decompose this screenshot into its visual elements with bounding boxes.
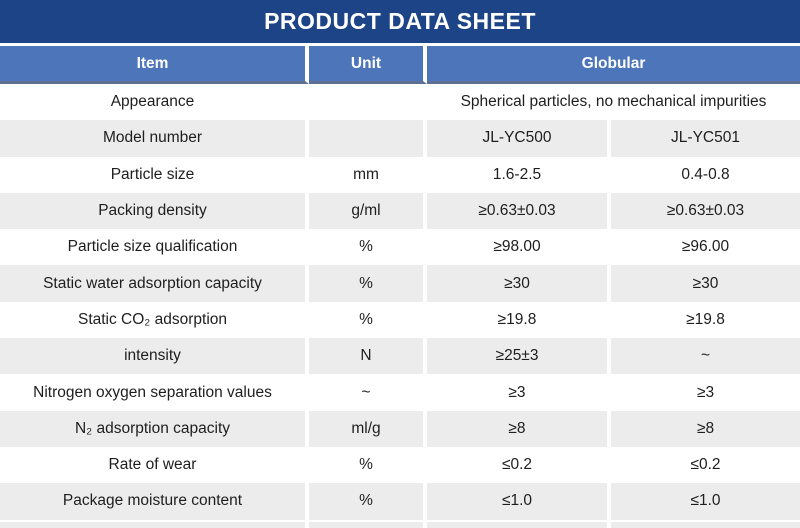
value-cell: ≥19.8 — [611, 301, 800, 339]
item-cell: Static CO₂ adsorption — [0, 301, 309, 339]
item-cell: N₂ adsorption capacity — [0, 410, 309, 447]
table-row: Static water adsorption capacity% ≥30 ≥30 — [0, 265, 800, 302]
value-cell: ≥30 — [611, 265, 800, 302]
item-cell: Particle size qualification — [0, 229, 309, 266]
item-cell: Model number — [0, 120, 309, 157]
table-row: Appearance Spherical particles, no mechan… — [0, 84, 800, 121]
value-cell: ≥30 — [427, 265, 611, 302]
unit-cell: ml/g — [309, 410, 427, 447]
page-title: PRODUCT DATA SHEET — [264, 8, 536, 34]
value-cell: ≥3 — [427, 374, 611, 411]
value-cell: ≥98.00 — [427, 229, 611, 266]
value-cell: JL-YC500 — [427, 120, 611, 157]
value-cell: ≤0.2 — [611, 446, 800, 484]
item-cell: Rate of wear — [0, 446, 309, 484]
partial-row-cutoff — [0, 521, 800, 528]
value-cell: ≤1.0 — [427, 483, 611, 520]
item-cell: Static water adsorption capacity — [0, 265, 309, 302]
item-cell: Appearance — [0, 84, 309, 121]
product-data-table: Item Unit Globular Appearance Spherical p… — [0, 46, 800, 520]
item-cell: Particle size — [0, 156, 309, 193]
unit-cell: % — [309, 483, 427, 520]
unit-cell: % — [309, 301, 427, 339]
table-row: Static CO₂ adsorption% ≥19.8 ≥19.8 — [0, 301, 800, 339]
partial-cell — [611, 521, 800, 528]
table-row: N₂ adsorption capacity ml/g ≥8 ≥8 — [0, 410, 800, 447]
item-cell: Package moisture content — [0, 483, 309, 520]
value-cell: ≤0.2 — [427, 446, 611, 484]
value-cell: 0.4-0.8 — [611, 156, 800, 193]
column-header-unit: Unit — [309, 46, 427, 84]
value-cell: ~ — [611, 338, 800, 375]
value-cell: ≥0.63±0.03 — [427, 192, 611, 230]
table-row: Nitrogen oxygen separation values ~ ≥3 ≥3 — [0, 374, 800, 411]
table-row: Model number JL-YC500 JL-YC501 — [0, 120, 800, 157]
title-bar: PRODUCT DATA SHEET — [0, 0, 800, 43]
table-row: Packing density g/ml ≥0.63±0.03 ≥0.63±0.03 — [0, 192, 800, 230]
partial-cell — [0, 521, 309, 528]
value-cell: ≥8 — [611, 410, 800, 447]
value-cell: ≤1.0 — [611, 483, 800, 520]
value-cell: Spherical particles, no mechanical impur… — [427, 84, 800, 121]
value-cell: ≥8 — [427, 410, 611, 447]
partial-cell — [427, 521, 611, 528]
unit-cell — [309, 120, 427, 157]
value-cell: ≥25±3 — [427, 338, 611, 375]
value-cell: ≥96.00 — [611, 229, 800, 266]
value-cell: ≥19.8 — [427, 301, 611, 339]
item-cell: Packing density — [0, 192, 309, 230]
table-header-row: Item Unit Globular — [0, 46, 800, 84]
table-row: Particle size mm 1.6-2.5 0.4-0.8 — [0, 156, 800, 193]
unit-cell: % — [309, 265, 427, 302]
unit-cell: % — [309, 446, 427, 484]
unit-cell: mm — [309, 156, 427, 193]
unit-cell: g/ml — [309, 192, 427, 230]
unit-cell — [309, 84, 427, 121]
column-header-item: Item — [0, 46, 309, 84]
unit-cell: ~ — [309, 374, 427, 411]
table-body: Appearance Spherical particles, no mechan… — [0, 84, 800, 520]
unit-cell: N — [309, 338, 427, 375]
table-row: Package moisture content% ≤1.0 ≤1.0 — [0, 483, 800, 520]
value-cell: JL-YC501 — [611, 120, 800, 157]
table-row: intensity N ≥25±3 ~ — [0, 338, 800, 375]
table-row: Particle size qualification% ≥98.00 ≥96.00 — [0, 229, 800, 266]
value-cell: ≥3 — [611, 374, 800, 411]
item-cell: Nitrogen oxygen separation values — [0, 374, 309, 411]
partial-cell — [309, 521, 427, 528]
unit-cell: % — [309, 229, 427, 266]
value-cell: 1.6-2.5 — [427, 156, 611, 193]
value-cell: ≥0.63±0.03 — [611, 192, 800, 230]
item-cell: intensity — [0, 338, 309, 375]
table-row: Rate of wear% ≤0.2 ≤0.2 — [0, 446, 800, 484]
column-header-globular: Globular — [427, 46, 800, 84]
